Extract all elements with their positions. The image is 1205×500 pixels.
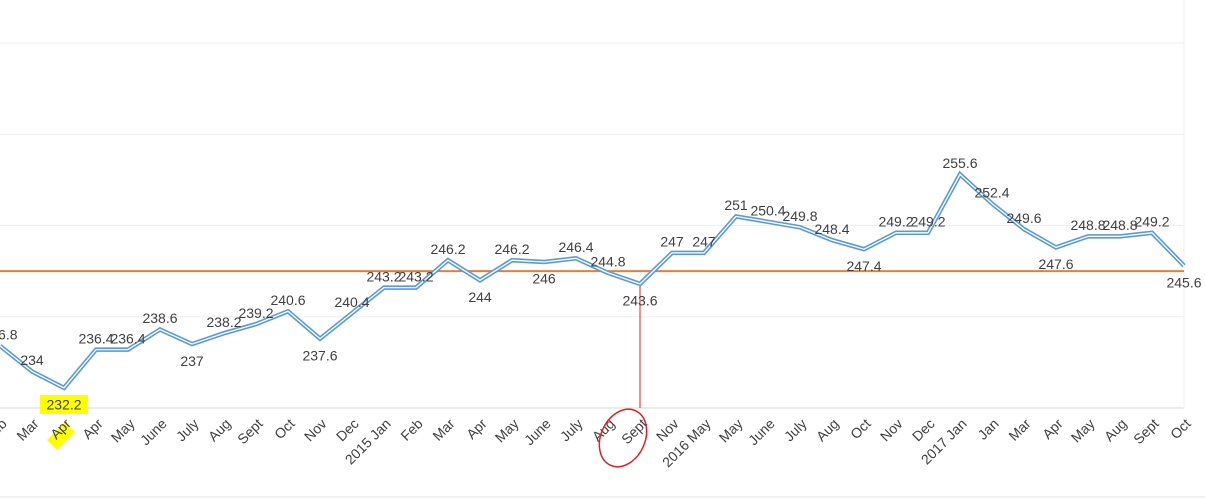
data-label: 247 <box>660 234 684 250</box>
x-tick-label: June <box>137 415 170 448</box>
data-label: 249.2 <box>878 214 913 230</box>
data-label: 250.4 <box>750 203 785 219</box>
x-tick-label: May <box>108 415 138 445</box>
data-label: 240.4 <box>334 294 369 310</box>
data-label: 238.6 <box>142 310 177 326</box>
x-tick-label: Aug <box>1101 415 1130 444</box>
data-label: 246.4 <box>558 239 593 255</box>
x-tick-label: Aug <box>813 415 842 444</box>
x-tick-label: Apr <box>1039 415 1066 442</box>
x-tick-label: Feb <box>0 415 10 444</box>
data-label: 244 <box>468 289 492 305</box>
data-label: 238.2 <box>206 314 241 330</box>
x-tick-label: May <box>1068 415 1098 445</box>
data-label: 247.6 <box>1038 256 1073 272</box>
data-label: 240.6 <box>270 292 305 308</box>
x-tick-label: July <box>557 415 586 444</box>
x-tick-label: Aug <box>205 415 234 444</box>
data-label: 248.8 <box>1070 217 1105 233</box>
data-label: 247 <box>692 234 716 250</box>
label-highlight <box>47 422 75 450</box>
data-label: 232.2 <box>46 397 81 413</box>
x-tick-label: Jan <box>974 415 1001 442</box>
x-tick-label: Oct <box>271 415 298 442</box>
x-tick-label: Mar <box>1005 415 1034 444</box>
data-label: 243.6 <box>622 293 657 309</box>
data-label: 249.6 <box>1006 210 1041 226</box>
x-tick-label: Sept <box>1130 415 1162 447</box>
data-label: 249.2 <box>910 214 945 230</box>
highlight-circle <box>598 408 648 468</box>
data-label: 249.8 <box>782 208 817 224</box>
x-tick-label: Nov <box>301 415 330 444</box>
label-highlight <box>40 394 88 414</box>
data-label: 246.2 <box>494 241 529 257</box>
series-line-inner <box>0 173 1185 389</box>
data-label: 255.6 <box>942 155 977 171</box>
x-tick-label: Mar <box>429 415 458 444</box>
x-tick-label: Apr <box>463 415 490 442</box>
x-tick-label: June <box>745 415 778 448</box>
data-label: 234 <box>20 352 44 368</box>
data-label: 245.6 <box>1166 274 1201 290</box>
x-tick-label: Sept <box>234 415 266 447</box>
data-label: 237.6 <box>302 347 337 363</box>
data-label: 247.4 <box>846 258 881 274</box>
x-tick-label: Apr <box>79 415 106 442</box>
data-label: 243.2 <box>366 268 401 284</box>
x-tick-label: June <box>521 415 554 448</box>
data-label: 236.8 <box>0 327 18 343</box>
data-label: 252.4 <box>974 184 1009 200</box>
data-label: 248.8 <box>1102 217 1137 233</box>
x-tick-label: Oct <box>1167 415 1194 442</box>
data-label: 251 <box>724 197 748 213</box>
data-label: 236.4 <box>78 330 113 346</box>
x-tick-label: July <box>173 415 202 444</box>
x-tick-label: Feb <box>397 415 426 444</box>
x-tick-label: Mar <box>13 415 42 444</box>
data-label: 246 <box>532 271 556 287</box>
data-label: 244.8 <box>590 254 625 270</box>
data-label: 236.4 <box>110 330 145 346</box>
x-tick-label: May <box>716 415 746 445</box>
data-label: 243.2 <box>398 268 433 284</box>
data-label: 249.2 <box>1134 214 1169 230</box>
series-line <box>0 170 1186 391</box>
x-tick-label: Oct <box>847 415 874 442</box>
data-label: 239.2 <box>238 305 273 321</box>
x-tick-label: July <box>781 415 810 444</box>
x-tick-label: Nov <box>877 415 906 444</box>
x-tick-label: May <box>492 415 522 445</box>
data-label: 246.2 <box>430 241 465 257</box>
data-label: 248.4 <box>814 221 849 237</box>
data-label: 237 <box>180 353 204 369</box>
